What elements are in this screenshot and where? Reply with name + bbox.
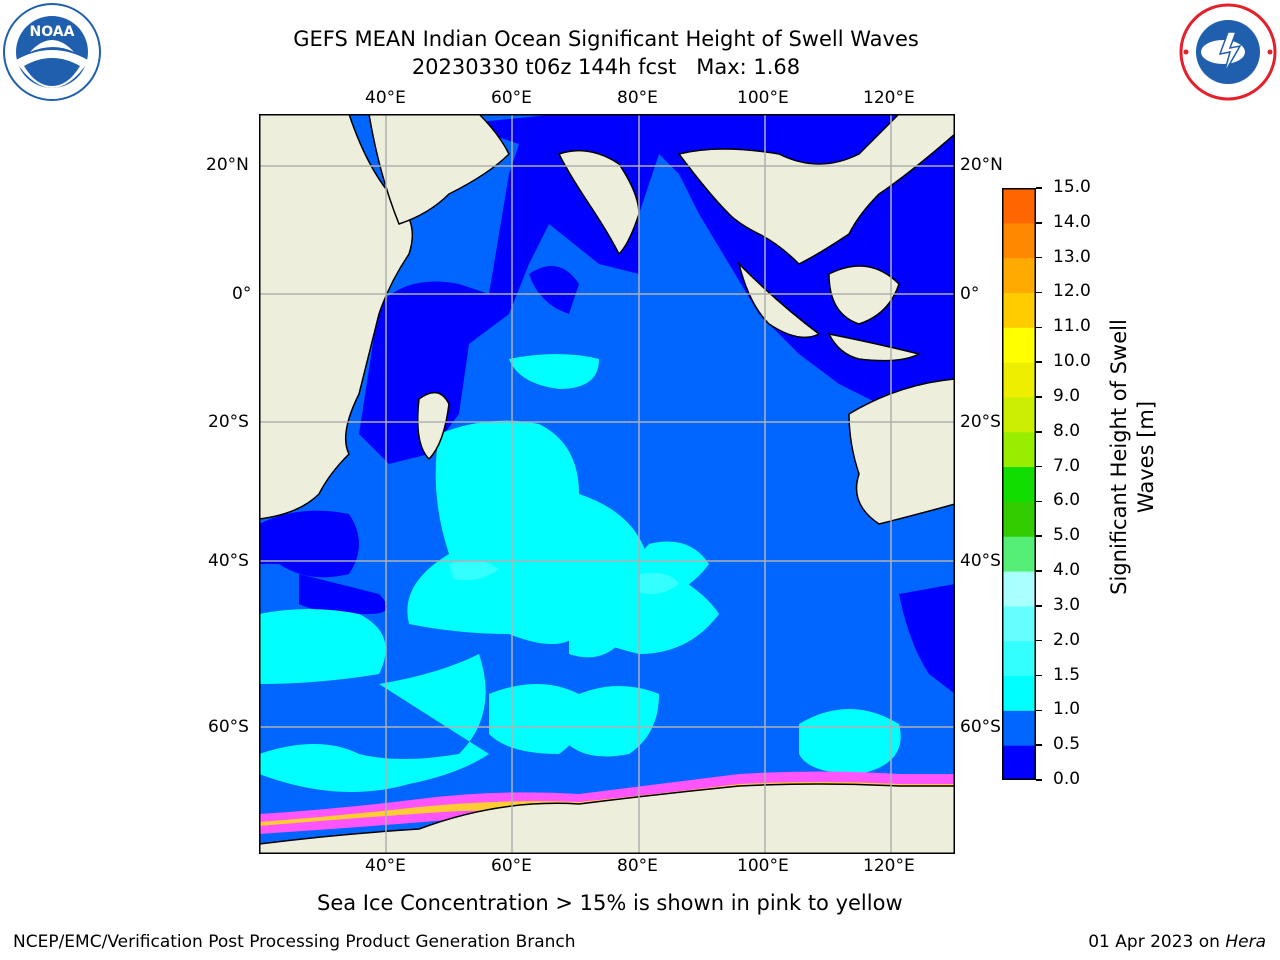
colorbar-tick <box>1036 779 1042 781</box>
colorbar-tick-label: 0.5 <box>1053 734 1081 755</box>
colorbar-band <box>1002 396 1036 433</box>
lon-label-bottom-100e: 100°E <box>737 856 789 876</box>
graticule <box>259 114 955 854</box>
lon-label-top-60e: 60°E <box>491 88 532 108</box>
noaa-logo-text: NOAA <box>30 24 75 40</box>
colorbar-tick <box>1036 744 1042 746</box>
colorbar-band <box>1002 710 1036 746</box>
colorbar-tick-label: 7.0 <box>1053 455 1081 476</box>
colorbar-border <box>1002 188 1036 780</box>
colorbar-title: Significant Height of Swell Waves [m] <box>1106 297 1160 617</box>
lat-label-left-20n: 20°N <box>206 155 249 175</box>
colorbar-tick <box>1036 465 1042 468</box>
lat-label-left-20s: 20°S <box>208 412 249 432</box>
colorbar-band <box>1002 536 1036 572</box>
colorbar-tick-label: 11.0 <box>1053 316 1091 337</box>
colorbar-tick <box>1036 256 1042 259</box>
lat-label-left-60s: 60°S <box>208 717 249 737</box>
lon-label-bottom-40e: 40°E <box>365 856 406 876</box>
colorbar-tick <box>1036 291 1042 294</box>
colorbar-band <box>1002 222 1036 259</box>
lon-label-top-100e: 100°E <box>737 88 789 108</box>
higher-swell-patches <box>449 560 679 595</box>
colorbar-tick-label: 2.0 <box>1053 629 1081 650</box>
colorbar-tick-label: 15.0 <box>1053 177 1091 197</box>
noaa-logo: NOAA <box>2 2 102 102</box>
lon-label-bottom-120e: 120°E <box>863 856 915 876</box>
colorbar-band <box>1002 640 1036 677</box>
lat-label-right-60s: 60°S <box>960 717 1001 737</box>
footer-machine: Hera <box>1225 932 1266 952</box>
colorbar-tick-label: 14.0 <box>1053 211 1091 232</box>
colorbar-title-line1: Significant Height of Swell <box>1107 319 1131 595</box>
colorbar-tick-label: 8.0 <box>1053 420 1081 441</box>
colorbar-tick <box>1036 187 1042 189</box>
footer-credit: NCEP/EMC/Verification Post Processing Pr… <box>13 932 576 952</box>
colorbar-tick-label: 1.0 <box>1053 699 1081 720</box>
colorbar-band <box>1002 466 1036 502</box>
lon-label-top-120e: 120°E <box>863 88 915 108</box>
colorbar-tick <box>1036 222 1042 224</box>
colorbar-tick <box>1036 605 1042 607</box>
colorbar-band <box>1002 431 1036 468</box>
lon-label-top-80e: 80°E <box>617 88 658 108</box>
colorbar <box>1002 188 1036 781</box>
colorbar-tick <box>1036 674 1042 677</box>
colorbar-tick-label: 1.5 <box>1053 664 1081 685</box>
colorbar-band <box>1002 327 1036 363</box>
footer-date-text: 01 Apr 2023 on <box>1088 932 1226 952</box>
colorbar-tick <box>1036 500 1042 503</box>
colorbar-title-line2: Waves [m] <box>1134 400 1158 514</box>
nws-logo <box>1178 2 1278 102</box>
chart-title-line2: 20230330 t06z 144h fcst Max: 1.68 <box>411 55 801 79</box>
colorbar-tick-label: 9.0 <box>1053 385 1081 406</box>
lon-label-bottom-60e: 60°E <box>491 856 532 876</box>
colorbar-tick-label: 0.0 <box>1053 769 1081 789</box>
lat-label-left-40s: 40°S <box>208 551 249 571</box>
colorbar-tick <box>1036 326 1042 329</box>
chart-title-line1: GEFS MEAN Indian Ocean Significant Heigh… <box>293 27 919 51</box>
map-panel <box>259 114 955 854</box>
colorbar-band <box>1002 675 1036 711</box>
lat-label-right-40s: 40°S <box>960 551 1001 571</box>
lat-label-right-20s: 20°S <box>960 412 1001 432</box>
colorbar-tick-label: 13.0 <box>1053 246 1091 267</box>
colorbar-tick-label: 4.0 <box>1053 560 1081 581</box>
colorbar-tick-label: 5.0 <box>1053 525 1081 546</box>
colorbar-tick-label: 12.0 <box>1053 281 1091 302</box>
lat-label-left-0: 0° <box>232 284 252 304</box>
colorbar-band <box>1002 571 1036 607</box>
colorbar-tick <box>1036 709 1042 712</box>
lat-label-right-0: 0° <box>960 284 980 304</box>
colorbar-tick <box>1036 535 1042 537</box>
lat-label-right-20n: 20°N <box>960 155 1003 175</box>
land <box>259 114 955 854</box>
sea-ice-caption: Sea Ice Concentration > 15% is shown in … <box>317 891 903 915</box>
colorbar-band <box>1002 501 1036 537</box>
colorbar-tick <box>1036 570 1042 572</box>
colorbar-band <box>1002 257 1036 293</box>
lon-label-bottom-80e: 80°E <box>617 856 658 876</box>
colorbar-tick <box>1036 639 1042 642</box>
colorbar-band <box>1002 188 1036 224</box>
colorbar-tick <box>1036 431 1042 433</box>
colorbar-band <box>1002 292 1036 328</box>
colorbar-tick-label: 10.0 <box>1053 351 1091 372</box>
colorbar-band <box>1002 362 1036 398</box>
colorbar-tick <box>1036 396 1042 398</box>
colorbar-tick-label: 3.0 <box>1053 594 1081 615</box>
lon-label-top-40e: 40°E <box>365 88 406 108</box>
colorbar-band <box>1002 605 1036 642</box>
footer-date: 01 Apr 2023 on Hera <box>1088 932 1266 952</box>
colorbar-tick-label: 6.0 <box>1053 490 1081 511</box>
colorbar-band <box>1002 745 1036 781</box>
colorbar-tick <box>1036 361 1042 363</box>
